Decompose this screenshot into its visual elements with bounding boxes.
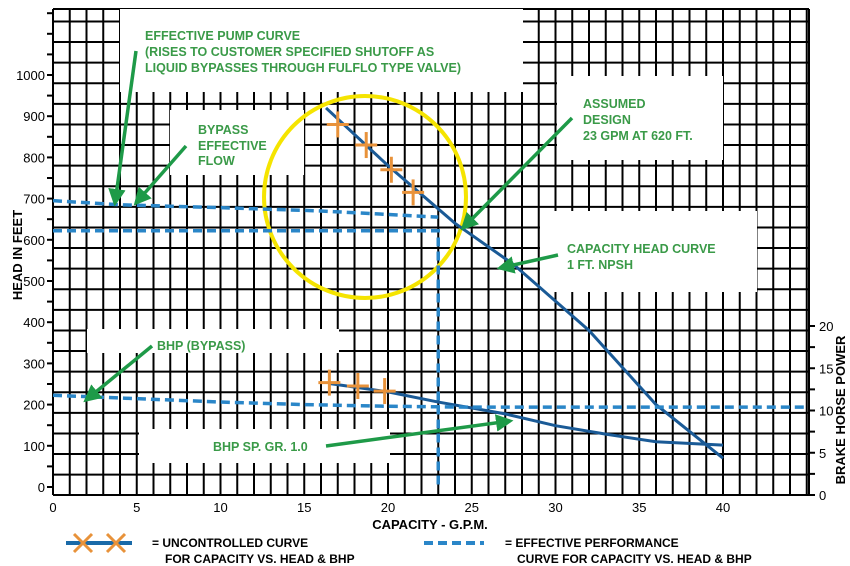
axis-background — [810, 0, 850, 497]
uncontrolled-bhp-line — [329, 381, 724, 447]
pump-curve-arrow — [108, 50, 138, 207]
bypass-note-2: EFFECTIVE — [198, 139, 267, 153]
y2-tick-label: 5 — [819, 446, 826, 461]
axis-background — [0, 0, 52, 497]
x-tick-label: 30 — [548, 500, 562, 515]
legend-uncontrolled-2: FOR CAPACITY VS. HEAD & BHP — [165, 552, 355, 566]
bypass-arrow — [133, 144, 188, 206]
label-boxes — [87, 9, 757, 463]
y2-tick-label: 10 — [819, 404, 833, 419]
y-tick-label: 300 — [23, 356, 45, 371]
x-tick-label: 5 — [133, 500, 140, 515]
x-tick-label: 25 — [465, 500, 479, 515]
y-tick-label: 200 — [23, 398, 45, 413]
y-tick-label: 900 — [23, 109, 45, 124]
bhp-spgr-box — [139, 429, 390, 463]
axis-background — [0, 496, 850, 566]
annotations: EFFECTIVE PUMP CURVE (RISES TO CUSTOMER … — [145, 29, 716, 454]
capacity-head-note-2: 1 FT. NPSH — [567, 258, 633, 272]
legend-cross-marker-icon — [72, 532, 127, 554]
effective-head-line — [52, 198, 439, 219]
design-note-2: DESIGN — [583, 113, 631, 127]
bhp-bypass-arrow — [83, 344, 154, 403]
y2-tick-label: 15 — [819, 361, 833, 376]
bhp-bypass-note: BHP (BYPASS) — [157, 339, 245, 353]
x-axis-label: CAPACITY - G.P.M. — [372, 517, 488, 532]
pump-curve-box — [120, 9, 523, 92]
y-tick-label: 800 — [23, 150, 45, 165]
legend: = UNCONTROLLED CURVE FOR CAPACITY VS. HE… — [66, 532, 752, 566]
pump-curve-note-2: (RISES TO CUSTOMER SPECIFIED SHUTOFF AS — [145, 45, 434, 59]
cross-marker — [373, 378, 396, 405]
y-tick-label: 100 — [23, 439, 45, 454]
x-tick-label: 0 — [49, 500, 56, 515]
cross-marker — [346, 372, 369, 399]
pump-curve-note-1: EFFECTIVE PUMP CURVE — [145, 29, 300, 43]
y-tick-label: 600 — [23, 233, 45, 248]
y-axis-label: HEAD IN FEET — [10, 210, 25, 300]
x-tick-label: 20 — [381, 500, 395, 515]
design-head-line-line — [53, 228, 440, 487]
x-tick-label: 40 — [716, 500, 730, 515]
y2-tick-label: 0 — [819, 488, 826, 503]
bhp-spgr-note: BHP SP. GR. 1.0 — [213, 440, 308, 454]
legend-effective-1: = EFFECTIVE PERFORMANCE — [505, 536, 679, 550]
capacity-head-note-1: CAPACITY HEAD CURVE — [567, 242, 716, 256]
design-box — [557, 76, 723, 160]
y2-axis-label: BRAKE HORSE POWER — [833, 335, 848, 484]
annotation-arrows — [83, 50, 574, 448]
legend-uncontrolled-1: = UNCONTROLLED CURVE — [152, 536, 308, 550]
cross-marker — [380, 156, 403, 183]
y-tick-label: 1000 — [16, 68, 45, 83]
cross-marker — [402, 179, 425, 206]
design-highlight-circle — [262, 94, 468, 300]
bypass-note-1: BYPASS — [198, 123, 248, 137]
capacity-head-arrow — [496, 253, 559, 274]
y-tick-label: 700 — [23, 192, 45, 207]
cross-marker — [326, 111, 349, 138]
legend-effective-2: CURVE FOR CAPACITY VS. HEAD & BHP — [517, 552, 752, 566]
bypass-note-3: FLOW — [198, 154, 235, 168]
x-tick-label: 35 — [632, 500, 646, 515]
design-note-3: 23 GPM AT 620 FT. — [583, 129, 693, 143]
capacity-head-box — [540, 211, 757, 292]
y-tick-label: 400 — [23, 315, 45, 330]
x-tick-label: 15 — [297, 500, 311, 515]
bhp-bypass-box — [87, 329, 339, 353]
cross-marker — [318, 369, 341, 396]
design-note-1: ASSUMED — [583, 97, 646, 111]
cross-marker — [355, 132, 378, 159]
y2-tick-label: 20 — [819, 319, 833, 334]
y-tick-label: 0 — [38, 480, 45, 495]
bhp-spgr-arrow — [325, 414, 514, 448]
pump-curve-note-3: LIQUID BYPASSES THROUGH FULFLO TYPE VALV… — [145, 61, 461, 75]
x-tick-label: 10 — [213, 500, 227, 515]
y-tick-label: 500 — [23, 274, 45, 289]
design-arrow — [460, 116, 574, 231]
